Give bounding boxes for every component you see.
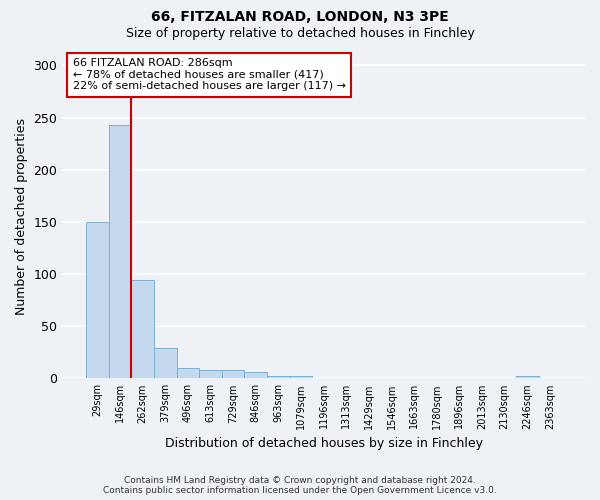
Bar — [86, 222, 109, 378]
X-axis label: Distribution of detached houses by size in Finchley: Distribution of detached houses by size … — [164, 437, 482, 450]
Text: Size of property relative to detached houses in Finchley: Size of property relative to detached ho… — [125, 28, 475, 40]
Bar — [176, 368, 199, 378]
Bar — [244, 372, 267, 378]
Bar — [154, 348, 176, 378]
Bar — [267, 376, 290, 378]
Bar — [109, 125, 131, 378]
Text: Contains HM Land Registry data © Crown copyright and database right 2024.
Contai: Contains HM Land Registry data © Crown c… — [103, 476, 497, 495]
Bar — [516, 376, 539, 378]
Bar — [199, 370, 222, 378]
Text: 66 FITZALAN ROAD: 286sqm
← 78% of detached houses are smaller (417)
22% of semi-: 66 FITZALAN ROAD: 286sqm ← 78% of detach… — [73, 58, 346, 92]
Bar — [131, 280, 154, 378]
Y-axis label: Number of detached properties: Number of detached properties — [15, 118, 28, 315]
Text: 66, FITZALAN ROAD, LONDON, N3 3PE: 66, FITZALAN ROAD, LONDON, N3 3PE — [151, 10, 449, 24]
Bar — [290, 376, 313, 378]
Bar — [222, 370, 244, 378]
